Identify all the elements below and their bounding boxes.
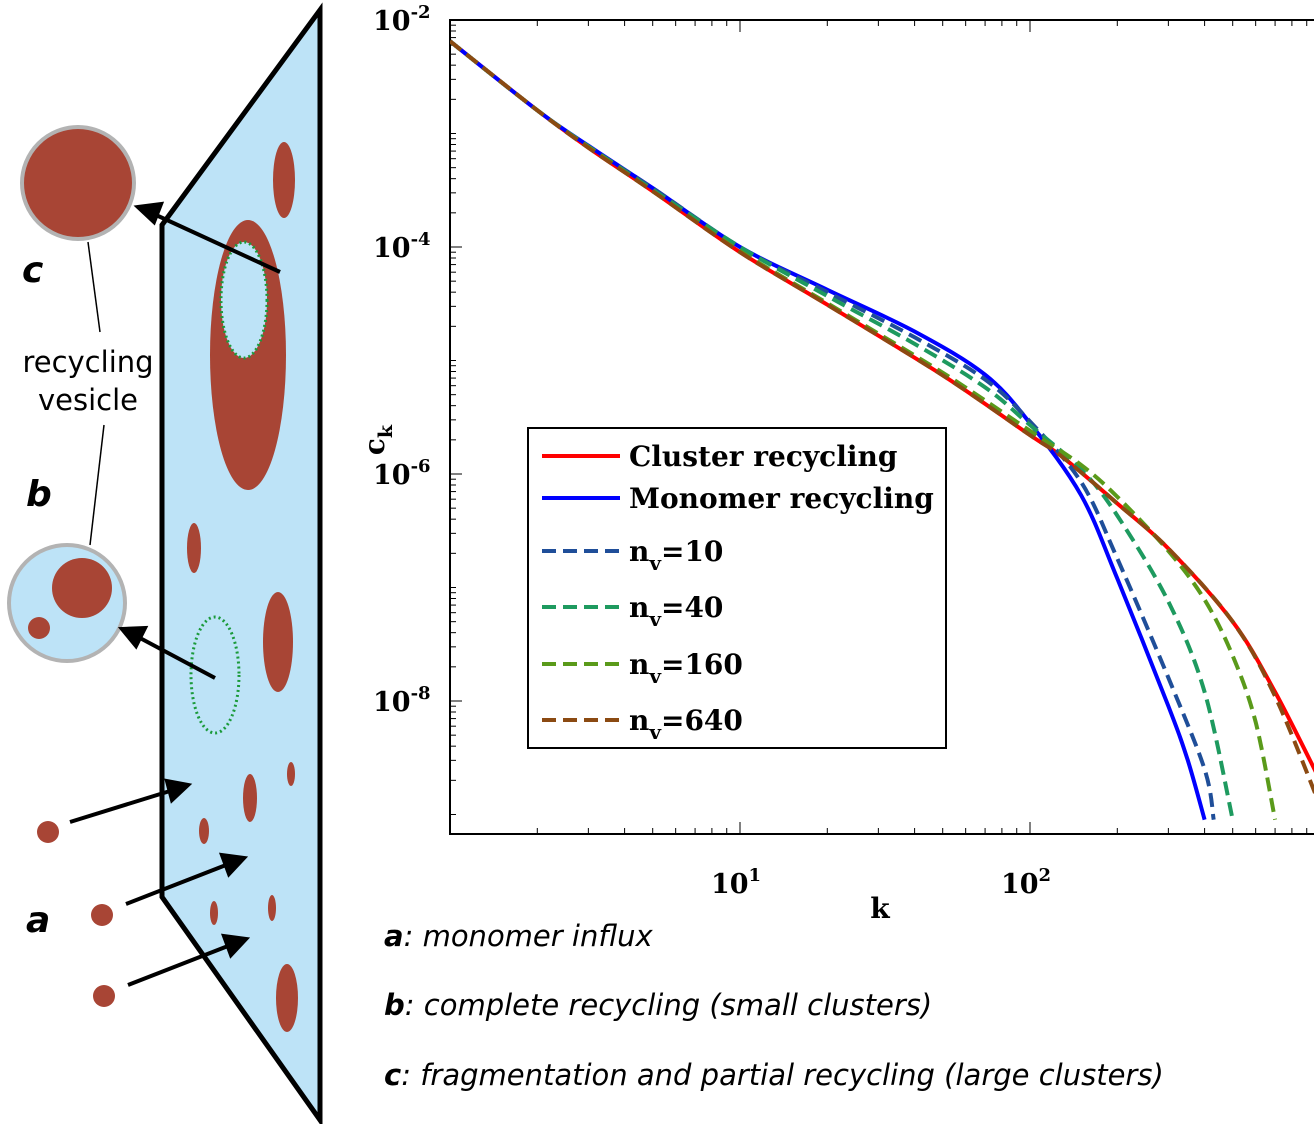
cluster bbox=[187, 523, 201, 573]
vesicle-c bbox=[20, 125, 136, 241]
x-axis-label: k bbox=[870, 892, 890, 925]
tick-base: 10 bbox=[1001, 869, 1039, 900]
legend-label-main: n bbox=[629, 648, 649, 681]
caption-text: : monomer influx bbox=[403, 919, 653, 953]
arrow-c bbox=[155, 213, 281, 274]
tick-base: 10 bbox=[373, 6, 411, 37]
caption-text: : fragmentation and partial recycling (l… bbox=[401, 1058, 1164, 1092]
tick-base: 10 bbox=[373, 460, 411, 491]
vesicle-b-small-cluster bbox=[28, 617, 50, 639]
y-tick-label: 10-8 bbox=[373, 683, 431, 718]
caption-text: : complete recycling (small clusters) bbox=[404, 988, 933, 1022]
y-tick-label: 10-2 bbox=[373, 2, 431, 37]
arrowhead bbox=[117, 625, 149, 650]
tick-exponent: -8 bbox=[411, 683, 431, 704]
y-axis-label: ck bbox=[358, 424, 397, 455]
vesicle-b-large-cluster bbox=[52, 558, 112, 618]
cluster bbox=[243, 774, 257, 822]
tick-base: 10 bbox=[711, 869, 749, 900]
cluster bbox=[199, 818, 209, 844]
legend-label: Monomer recycling bbox=[629, 482, 934, 515]
series-line-1 bbox=[450, 39, 1207, 821]
legend-label-main: n bbox=[629, 591, 649, 624]
arrowhead bbox=[133, 201, 165, 226]
tick-exponent: -4 bbox=[411, 229, 431, 250]
arrow-a bbox=[125, 863, 227, 906]
legend-label-main: Monomer recycling bbox=[629, 482, 934, 515]
arrow-a bbox=[69, 789, 171, 824]
recycled-cluster-site bbox=[189, 615, 241, 735]
leader-line bbox=[87, 241, 101, 333]
tick-exponent: 1 bbox=[749, 865, 762, 886]
legend-label-subscript: v bbox=[648, 551, 662, 575]
x-tick-label: 101 bbox=[711, 865, 761, 900]
series-lines bbox=[450, 39, 1314, 821]
legend-label-main: n bbox=[629, 535, 649, 568]
legend-label-subscript: v bbox=[648, 664, 662, 688]
series-line-5 bbox=[450, 39, 1314, 796]
cluster bbox=[268, 895, 276, 921]
cluster bbox=[273, 142, 295, 218]
monomer bbox=[37, 821, 59, 843]
tick-exponent: -6 bbox=[411, 456, 431, 477]
caption-c: c: fragmentation and partial recycling (… bbox=[384, 1058, 1164, 1092]
legend-label-suffix: =10 bbox=[661, 535, 723, 568]
legend-label: nv=160 bbox=[629, 648, 743, 688]
label-b: b bbox=[26, 474, 52, 515]
y-tick-label: 10-6 bbox=[373, 456, 431, 491]
cluster bbox=[263, 592, 293, 692]
caption-key: b bbox=[384, 988, 405, 1022]
y-tick-label: 10-4 bbox=[373, 229, 431, 264]
arrowhead bbox=[164, 778, 193, 804]
arrow-b bbox=[139, 636, 216, 680]
monomer bbox=[93, 985, 115, 1007]
legend-label: nv=10 bbox=[629, 535, 723, 575]
legend-label: nv=40 bbox=[629, 591, 723, 631]
cluster bbox=[210, 901, 218, 925]
legend-box bbox=[527, 427, 947, 749]
cluster bbox=[287, 762, 295, 786]
x-tick-label: 102 bbox=[1001, 865, 1051, 900]
cluster bbox=[276, 964, 298, 1032]
tick-base: 10 bbox=[373, 687, 411, 718]
legend-label: nv=640 bbox=[629, 704, 743, 744]
legend-label-suffix: =40 bbox=[661, 591, 723, 624]
caption-a: a: monomer influx bbox=[384, 919, 653, 953]
axis-ticks bbox=[449, 20, 1308, 834]
recycling-vesicle-label-line2: vesicle bbox=[38, 383, 138, 417]
legend-label-main: n bbox=[629, 704, 649, 737]
label-c: c bbox=[22, 250, 43, 291]
caption-b: b: complete recycling (small clusters) bbox=[384, 988, 932, 1022]
caption-key: c bbox=[384, 1058, 402, 1092]
label-a: a bbox=[26, 900, 50, 941]
leader-line bbox=[89, 424, 105, 546]
legend-label-suffix: =640 bbox=[661, 704, 743, 737]
fragment-site bbox=[219, 240, 269, 360]
y-axis-label-main: c bbox=[358, 438, 391, 455]
legend-label-main: Cluster recycling bbox=[629, 440, 897, 473]
series-line-3 bbox=[450, 39, 1235, 821]
tick-base: 10 bbox=[373, 233, 411, 264]
tick-exponent: 2 bbox=[1039, 865, 1052, 886]
monomer bbox=[91, 904, 113, 926]
arrowhead bbox=[218, 852, 249, 878]
membrane-diagram: c b a recycling vesicle bbox=[7, 2, 323, 1124]
membrane-plane bbox=[159, 2, 323, 1124]
tick-exponent: -2 bbox=[411, 2, 431, 23]
arrow-a bbox=[127, 944, 229, 987]
recycling-vesicle-label-line1: recycling bbox=[22, 345, 153, 379]
y-axis-label-subscript: k bbox=[375, 424, 397, 438]
legend-label-subscript: v bbox=[648, 607, 662, 631]
arrowhead bbox=[220, 933, 251, 959]
legend-label-subscript: v bbox=[648, 720, 662, 744]
legend-label-suffix: =160 bbox=[661, 648, 743, 681]
caption-key: a bbox=[384, 919, 404, 953]
legend-label: Cluster recycling bbox=[629, 440, 897, 473]
